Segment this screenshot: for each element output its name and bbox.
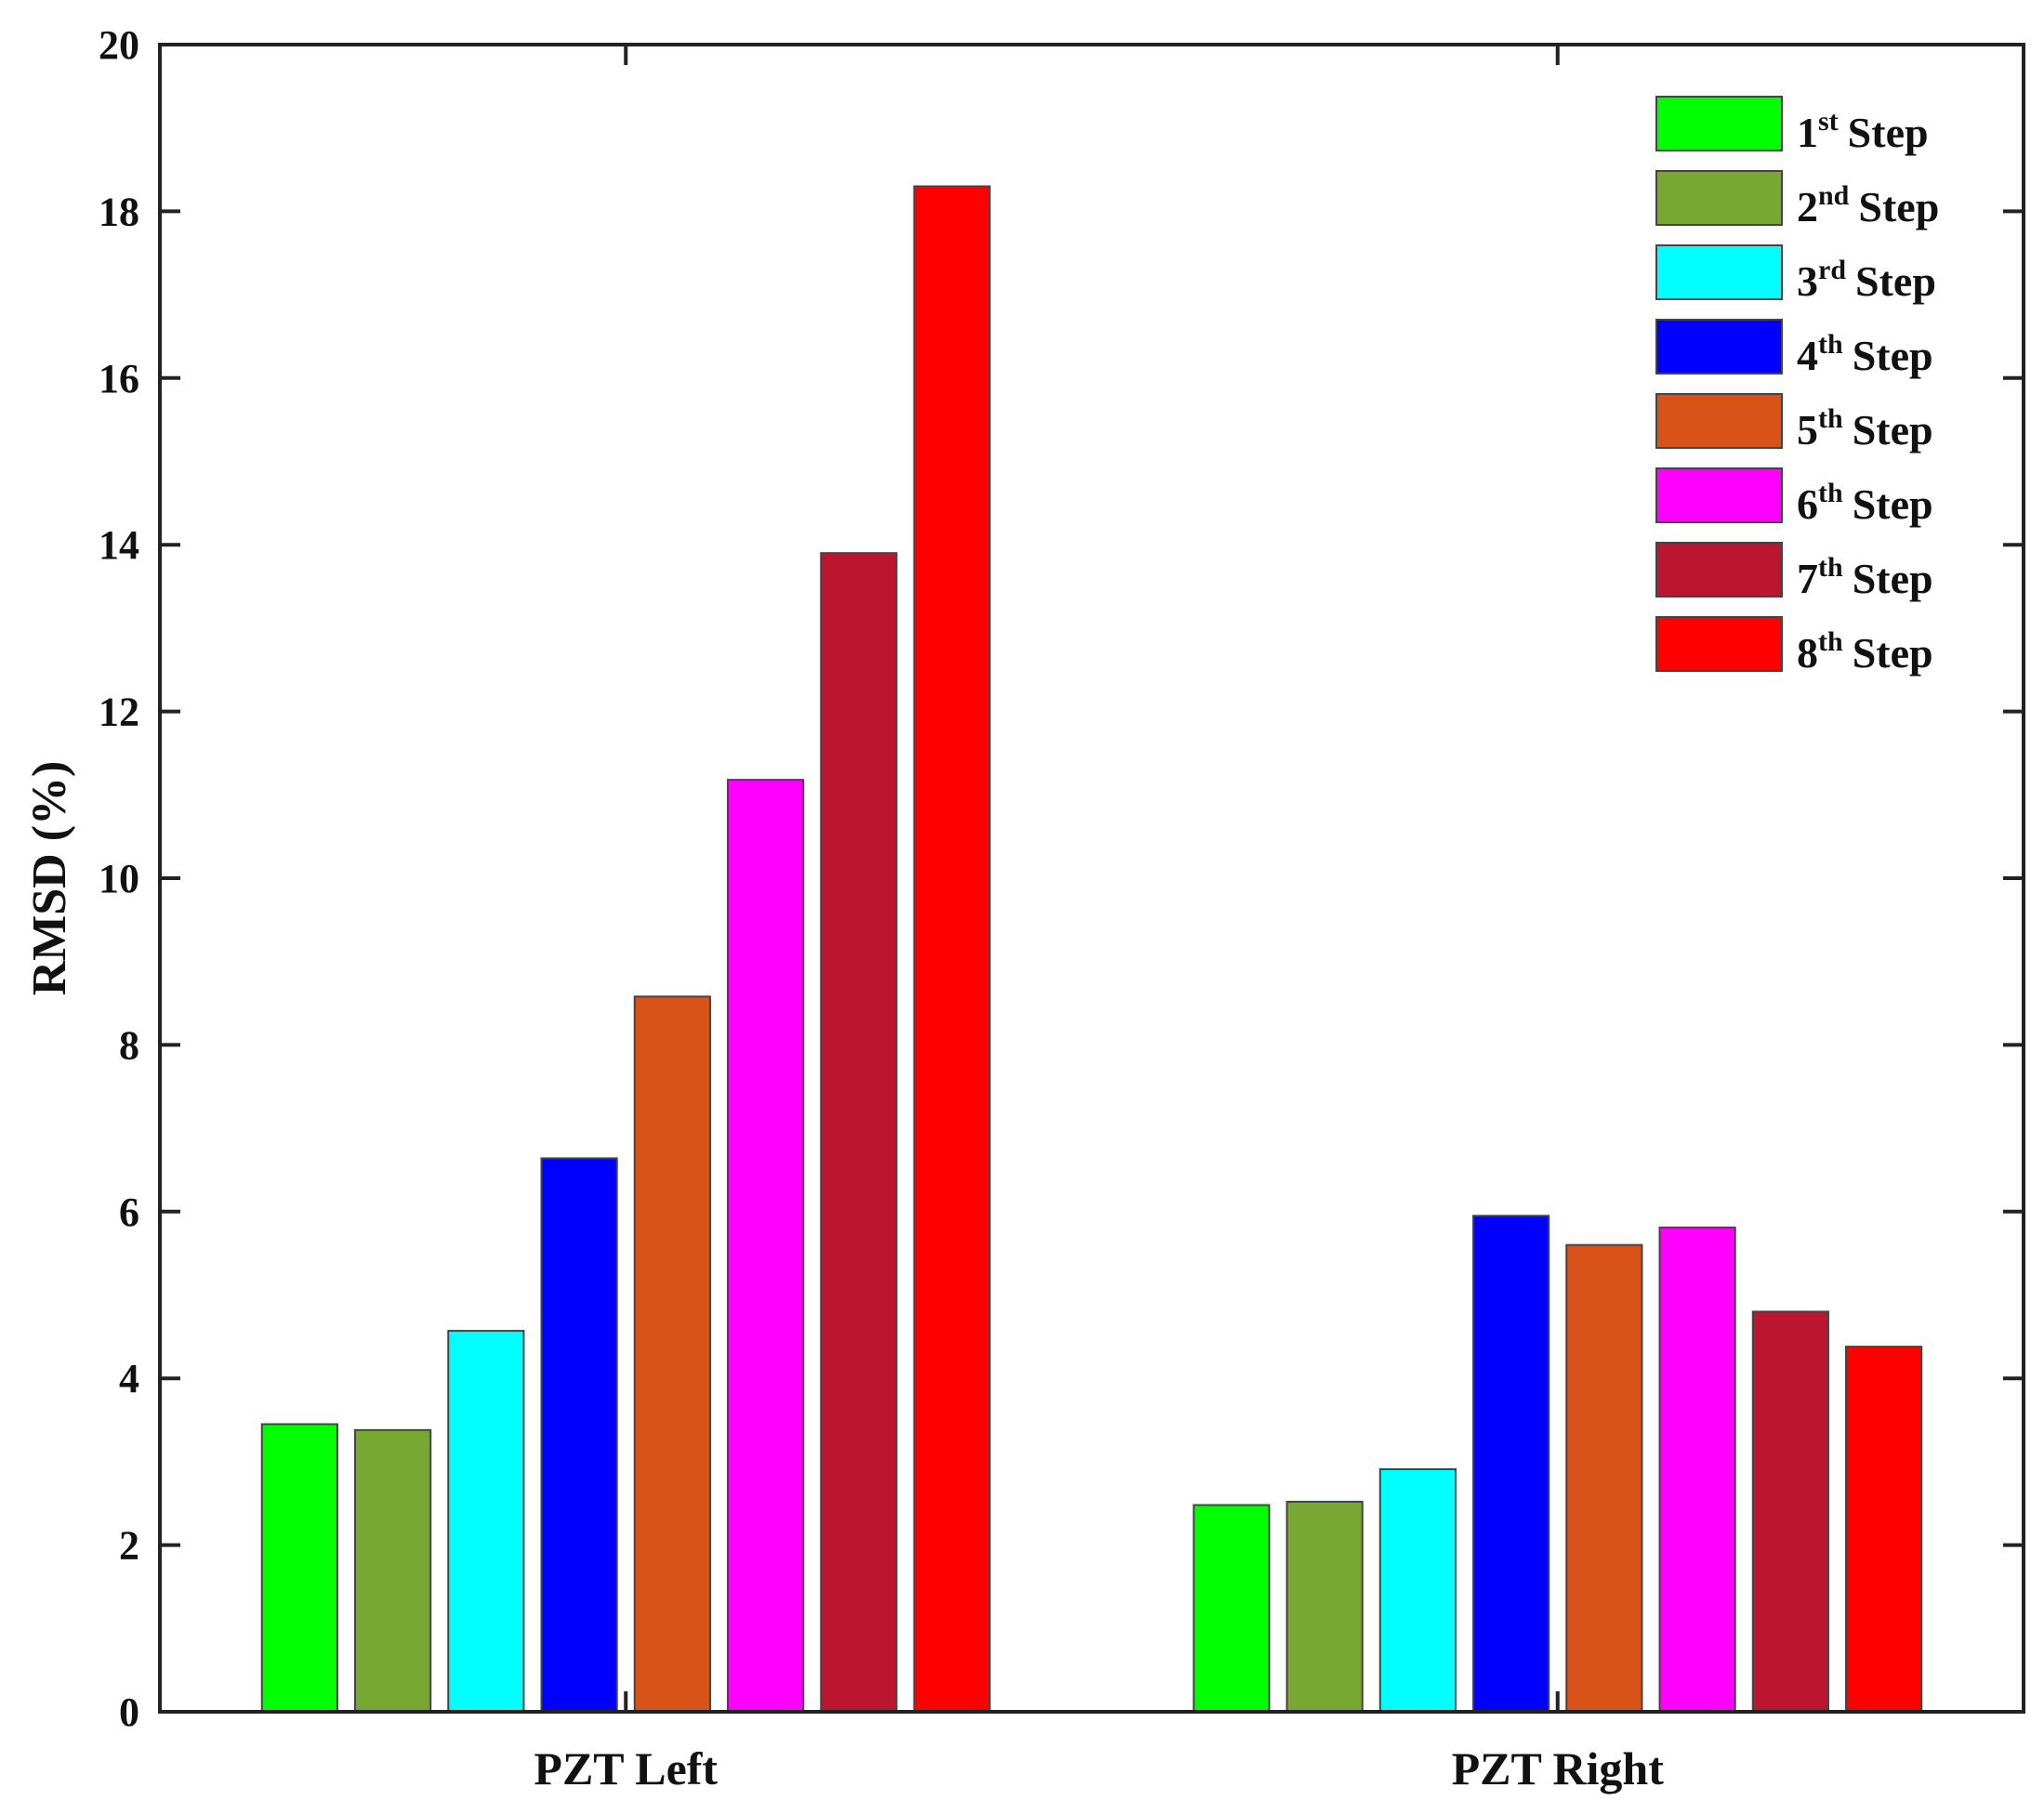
- bars-group: [260, 185, 1923, 1714]
- y-tick-label: 6: [119, 1190, 139, 1235]
- bar-1-left: [260, 1423, 338, 1714]
- y-tick-label: 0: [119, 1689, 139, 1735]
- bar-1-right: [1193, 1504, 1271, 1713]
- legend-swatch: [1655, 319, 1783, 375]
- y-tick-label: 4: [119, 1356, 139, 1401]
- bar-6-left: [727, 779, 805, 1713]
- legend-label: 8th Step: [1797, 626, 1933, 677]
- legend: 1st Step 2nd Step 3rd Step 4th Step 5th Step 6th St…: [1622, 84, 1998, 692]
- legend-label: 2nd Step: [1797, 180, 1939, 230]
- bar-2-right: [1286, 1500, 1364, 1714]
- bar-8-right: [1845, 1346, 1923, 1713]
- bar-2-left: [354, 1428, 432, 1713]
- category-label: PZT Right: [1452, 1742, 1665, 1794]
- legend-swatch: [1655, 170, 1783, 226]
- legend-swatch: [1655, 467, 1783, 523]
- legend-swatch: [1655, 393, 1783, 449]
- bar-4-left: [540, 1157, 618, 1713]
- legend-label: 1st Step: [1797, 106, 1929, 156]
- legend-label: 5th Step: [1797, 403, 1933, 454]
- legend-label: 7th Step: [1797, 552, 1933, 602]
- y-tick-label: 16: [99, 356, 139, 401]
- y-tick-label: 20: [99, 22, 139, 68]
- bar-6-right: [1658, 1226, 1736, 1713]
- y-tick-label: 12: [99, 690, 139, 735]
- y-tick-label: 2: [119, 1523, 139, 1569]
- bar-3-left: [447, 1330, 525, 1714]
- legend-label: 6th Step: [1797, 478, 1933, 528]
- bar-7-left: [820, 552, 898, 1713]
- y-tick-label: 18: [99, 189, 139, 234]
- bar-5-left: [633, 995, 711, 1713]
- legend-label: 4th Step: [1797, 329, 1933, 379]
- y-tick-label: 14: [99, 522, 139, 568]
- bar-5-right: [1565, 1243, 1643, 1714]
- legend-swatch: [1655, 96, 1783, 151]
- bar-4-right: [1472, 1215, 1550, 1714]
- x-axis: PZT Left PZT Right: [534, 45, 1664, 1794]
- y-tick-label: 8: [119, 1022, 139, 1068]
- legend-swatch: [1655, 542, 1783, 598]
- y-axis-title: RMSD (%): [23, 761, 76, 996]
- legend-swatch: [1655, 616, 1783, 672]
- y-tick-label: 10: [99, 856, 139, 901]
- bar-3-right: [1378, 1467, 1457, 1714]
- category-label: PZT Left: [534, 1742, 718, 1794]
- bar-7-right: [1751, 1310, 1829, 1713]
- legend-label: 3rd Step: [1797, 255, 1936, 305]
- legend-swatch: [1655, 244, 1783, 300]
- bar-8-left: [913, 185, 991, 1714]
- y-axis: 0 2 4 6 8 10 12 14 16 18 20: [99, 22, 2024, 1735]
